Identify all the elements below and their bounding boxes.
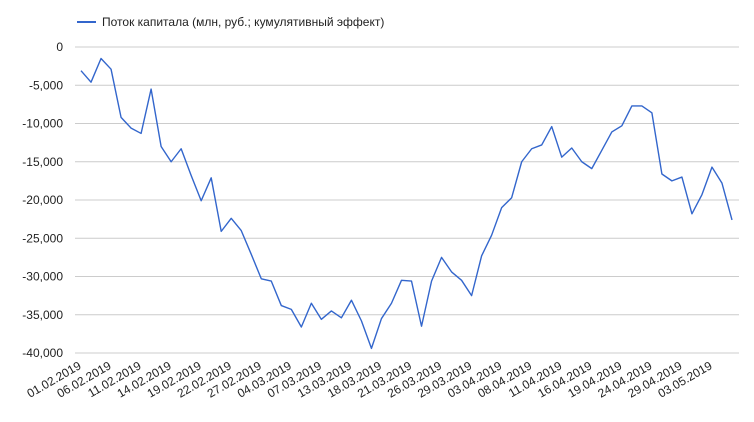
data-point: [269, 279, 273, 283]
data-point: [169, 160, 173, 164]
data-point: [640, 104, 644, 108]
data-point: [209, 176, 213, 180]
data-point: [339, 316, 343, 320]
data-point: [79, 69, 83, 73]
data-point: [670, 179, 674, 183]
data-point: [369, 346, 373, 350]
data-point: [239, 229, 243, 233]
data-point: [259, 277, 263, 281]
data-point: [229, 216, 233, 220]
data-point: [399, 278, 403, 282]
data-point: [440, 255, 444, 259]
data-point: [700, 193, 704, 197]
data-point: [299, 325, 303, 329]
data-point: [159, 144, 163, 148]
data-point: [389, 301, 393, 305]
data-point: [460, 278, 464, 282]
data-point: [500, 206, 504, 210]
y-tick-label: -40,000: [22, 346, 63, 360]
data-point: [189, 174, 193, 178]
legend-label: Поток капитала (млн, руб.; кумулятивный …: [102, 15, 384, 29]
data-point: [540, 143, 544, 147]
data-point: [570, 146, 574, 150]
data-point: [720, 181, 724, 185]
data-point: [630, 104, 634, 108]
data-point: [219, 229, 223, 233]
y-tick-label: -35,000: [22, 308, 63, 322]
data-point: [510, 196, 514, 200]
data-point: [450, 270, 454, 274]
data-point: [99, 56, 103, 60]
data-point: [359, 319, 363, 323]
data-point: [690, 212, 694, 216]
data-point: [279, 304, 283, 308]
data-point: [89, 80, 93, 84]
y-tick-label: -25,000: [22, 231, 63, 245]
y-tick-label: -30,000: [22, 270, 63, 284]
series-layer: [79, 56, 734, 350]
series-line: [80, 57, 733, 350]
data-point: [590, 167, 594, 171]
data-point: [179, 147, 183, 151]
data-point: [710, 165, 714, 169]
data-point: [129, 126, 133, 130]
data-point: [550, 125, 554, 129]
data-point: [730, 218, 734, 222]
data-point: [379, 317, 383, 321]
data-point: [149, 87, 153, 91]
y-tick-label: 0: [56, 40, 63, 54]
x-axis-labels: 01.02.201906.02.201911.02.201914.02.2019…: [24, 358, 714, 400]
data-point: [560, 155, 564, 159]
data-point: [660, 172, 664, 176]
data-point: [480, 254, 484, 258]
data-point: [319, 317, 323, 321]
data-point: [119, 115, 123, 119]
data-point: [139, 131, 143, 135]
y-tick-label: -20,000: [22, 193, 63, 207]
data-point: [520, 160, 524, 164]
gridlines: [75, 46, 739, 354]
data-point: [329, 309, 333, 313]
y-axis-labels: 0 -5,000 -10,000 -15,000 -20,000 -25,000 -30,0…: [22, 40, 63, 360]
data-point: [109, 67, 113, 71]
data-point: [580, 160, 584, 164]
data-point: [309, 301, 313, 305]
data-point: [430, 279, 434, 283]
data-point: [249, 252, 253, 256]
data-point: [349, 298, 353, 302]
y-tick-label: -10,000: [22, 117, 63, 131]
data-point: [650, 111, 654, 115]
data-point: [289, 307, 293, 311]
data-point: [410, 279, 414, 283]
y-tick-label: -5,000: [29, 78, 63, 92]
data-point: [490, 233, 494, 237]
data-point: [470, 294, 474, 298]
y-tick-label: -15,000: [22, 155, 63, 169]
data-point: [680, 175, 684, 179]
data-point: [199, 199, 203, 203]
data-point: [620, 124, 624, 128]
data-point: [610, 130, 614, 134]
legend: Поток капитала (млн, руб.; кумулятивный …: [77, 15, 384, 29]
data-point: [530, 147, 534, 151]
data-point: [600, 148, 604, 152]
data-point: [420, 324, 424, 328]
